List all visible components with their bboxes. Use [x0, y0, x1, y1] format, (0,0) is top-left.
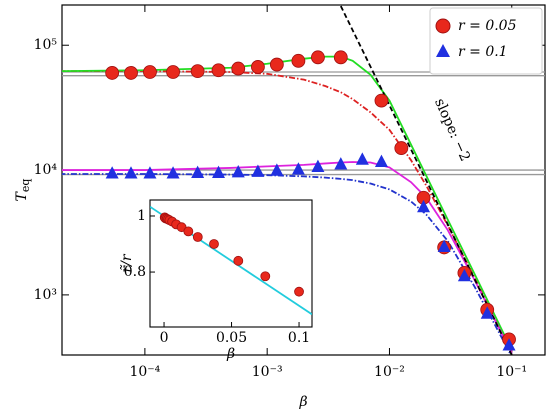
marker: [417, 199, 431, 213]
marker: [291, 162, 305, 175]
marker: [143, 65, 157, 79]
marker: [311, 50, 325, 65]
x-tick-label: 10⁻⁴: [129, 364, 160, 380]
inset-x-tick-label: 0.1: [288, 330, 310, 346]
marker: [374, 93, 389, 108]
marker: [437, 239, 451, 252]
x-tick-label: 10⁻¹: [496, 364, 527, 380]
marker: [143, 166, 157, 179]
line: [62, 55, 513, 351]
marker: [183, 226, 194, 237]
marker: [270, 163, 284, 176]
marker: [355, 152, 369, 165]
legend-marker: [436, 44, 450, 57]
marker: [166, 65, 180, 79]
marker: [192, 232, 203, 242]
marker: [105, 66, 120, 80]
marker: [291, 53, 306, 68]
marker: [124, 166, 138, 179]
plot-frame: [61, 4, 546, 356]
inset-y-tick-label: 0.8: [124, 264, 146, 280]
inset-y-label: r̃/r: [119, 253, 135, 272]
line: [62, 173, 512, 355]
marker: [269, 57, 284, 72]
legend-marker: [435, 18, 451, 34]
marker: [251, 164, 265, 177]
marker: [209, 239, 219, 249]
marker: [251, 60, 265, 74]
legend-label: r = 0.05: [458, 18, 517, 34]
marker: [191, 165, 205, 178]
x-tick-label: 10⁻³: [252, 364, 283, 380]
legend-label: r = 0.1: [458, 44, 508, 60]
inset-x-label: β: [226, 346, 235, 362]
y-tick-label: 10⁵: [34, 37, 58, 53]
marker: [190, 64, 205, 79]
marker: [124, 66, 138, 80]
marker: [374, 154, 388, 168]
series-layer: [150, 205, 312, 316]
marker: [333, 50, 348, 65]
inset-x-tick-label: 0.05: [216, 330, 247, 346]
marker: [212, 165, 226, 178]
marker: [294, 286, 304, 297]
y-axis-label: Teq: [14, 179, 32, 202]
inset-x-tick-label: 0: [160, 330, 169, 346]
marker: [311, 159, 325, 172]
marker: [105, 166, 119, 179]
y-tick-label: 10³: [34, 287, 57, 303]
marker: [231, 165, 245, 178]
marker: [231, 61, 246, 76]
marker: [166, 166, 180, 179]
y-axis-label-main: T: [14, 190, 30, 201]
y-tick-label: 10⁴: [34, 162, 58, 178]
marker: [260, 271, 271, 282]
marker: [334, 157, 348, 170]
marker: [211, 63, 226, 78]
legend-box: [429, 7, 543, 75]
x-axis-label: β: [298, 394, 307, 410]
x-tick-label: 10⁻²: [374, 364, 405, 380]
annotation: slope: −2: [431, 96, 473, 164]
marker: [233, 255, 244, 266]
marker: [502, 338, 516, 351]
marker: [480, 306, 494, 319]
marker: [457, 268, 471, 282]
inset-y-tick-label: 1: [137, 208, 146, 224]
y-axis-label-sub: eq: [19, 179, 32, 193]
line: [339, 5, 513, 355]
marker: [394, 141, 409, 155]
